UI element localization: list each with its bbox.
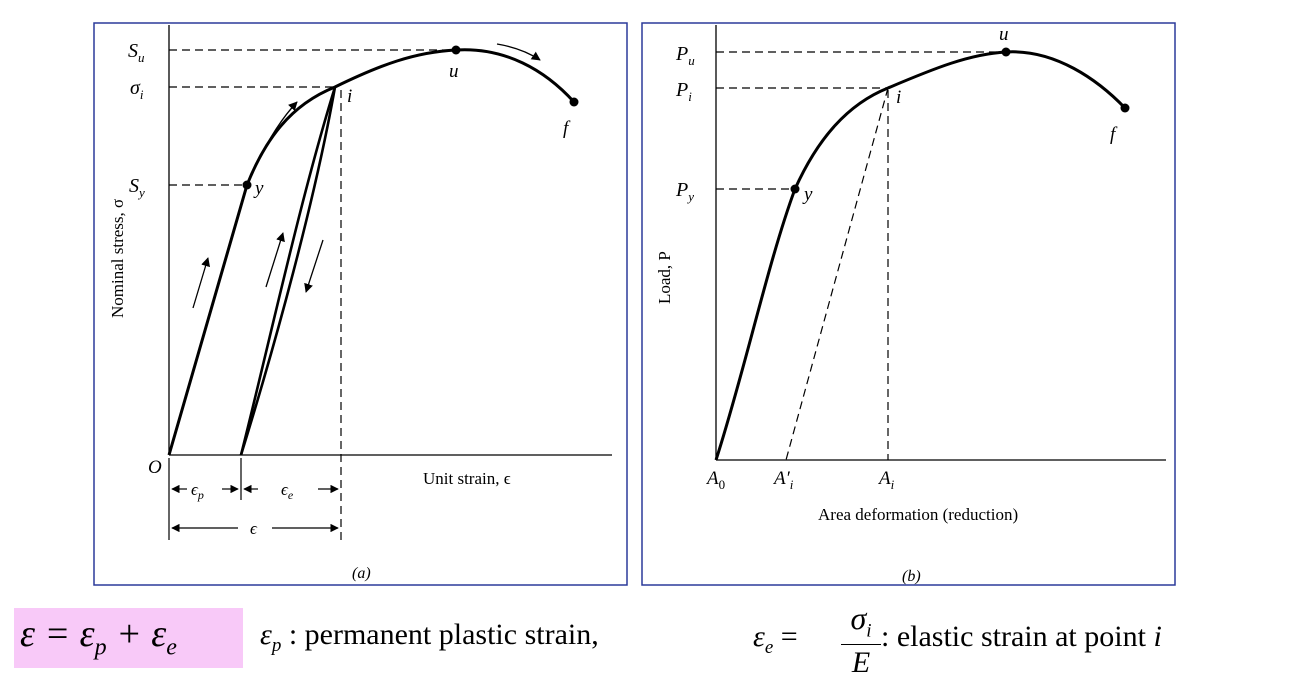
point-label-y: y bbox=[253, 178, 264, 199]
dim-label-ep: ϵp bbox=[191, 480, 204, 502]
panel-a-stress-strain-curve bbox=[167, 48, 576, 456]
point-label-i: i bbox=[347, 86, 352, 107]
fraction-numerator: σi bbox=[850, 600, 872, 642]
panel-b-load-curve bbox=[714, 50, 1127, 461]
panel-a-labels: Su σi Sy O y i u f Unit strain, ϵ Nomina… bbox=[108, 40, 571, 582]
point-label-f: f bbox=[1110, 124, 1118, 145]
tick-label-py: Py bbox=[675, 179, 694, 204]
plastic-strain-definition: εp : permanent plastic strain, bbox=[260, 618, 599, 656]
panel-a-unload-line bbox=[239, 86, 337, 456]
panel-a-point-u bbox=[451, 45, 461, 55]
origin-label: O bbox=[148, 457, 162, 478]
tick-label-ai: Ai bbox=[877, 468, 895, 492]
tick-label-sigma-i: σi bbox=[130, 77, 144, 102]
point-label-y: y bbox=[802, 184, 813, 205]
tick-label-ai-prime: A′i bbox=[772, 468, 794, 492]
y-axis-label: Load, P bbox=[655, 251, 674, 304]
arrow-icon bbox=[496, 43, 541, 61]
tick-label-su: Su bbox=[128, 40, 145, 65]
panel-b-point-f bbox=[1120, 103, 1130, 113]
arrow-icon bbox=[304, 239, 324, 293]
panel-a-reload-line bbox=[239, 86, 337, 456]
panel-a-direction-arrows bbox=[192, 43, 541, 309]
panel-b-frame bbox=[641, 22, 1176, 586]
panel-b-point-y bbox=[790, 184, 800, 194]
x-axis-label: Unit strain, ϵ bbox=[423, 469, 511, 488]
y-axis-label: Nominal stress, σ bbox=[108, 199, 127, 318]
fraction-denominator: E bbox=[851, 646, 871, 679]
tick-label-a0: A0 bbox=[705, 468, 725, 492]
fraction-bar bbox=[841, 644, 881, 645]
strain-sum-equation: ε = εp + εe bbox=[20, 613, 177, 661]
panel-a-caption: (a) bbox=[352, 565, 371, 582]
elastic-strain-symbol: εe = bbox=[753, 620, 798, 658]
panel-a-guides bbox=[169, 49, 456, 540]
elastic-strain-text: : elastic strain at point i bbox=[881, 620, 1162, 653]
point-label-u: u bbox=[999, 24, 1009, 45]
panel-b-caption: (b) bbox=[902, 568, 921, 585]
panel-a-point-y bbox=[242, 180, 252, 190]
dim-label-ee: ϵe bbox=[281, 480, 294, 502]
tick-label-pu: Pu bbox=[675, 43, 695, 68]
panel-a: Su σi Sy O y i u f Unit strain, ϵ Nomina… bbox=[93, 22, 628, 586]
panel-a-frame bbox=[93, 22, 628, 586]
dim-label-e: ϵ bbox=[250, 519, 258, 538]
arrow-icon bbox=[265, 232, 285, 288]
point-label-u: u bbox=[449, 61, 459, 82]
panel-a-dimensions bbox=[168, 458, 339, 540]
arrow-icon bbox=[192, 257, 211, 309]
tick-label-pi: Pi bbox=[675, 79, 692, 104]
panel-b-guides bbox=[716, 51, 1006, 461]
formula-highlight bbox=[14, 608, 243, 668]
panel-b-labels: Pu Pi Py y i u f A0 A′i Ai Area deformat… bbox=[655, 24, 1118, 585]
panel-b: Pu Pi Py y i u f A0 A′i Ai Area deformat… bbox=[641, 22, 1176, 586]
panel-b-point-u bbox=[1001, 47, 1011, 57]
point-label-f: f bbox=[563, 118, 571, 139]
point-label-i: i bbox=[896, 87, 901, 108]
arrow-icon bbox=[257, 101, 298, 163]
tick-label-sy: Sy bbox=[129, 175, 145, 200]
panel-a-point-f bbox=[569, 97, 579, 107]
x-axis-label: Area deformation (reduction) bbox=[818, 505, 1018, 524]
